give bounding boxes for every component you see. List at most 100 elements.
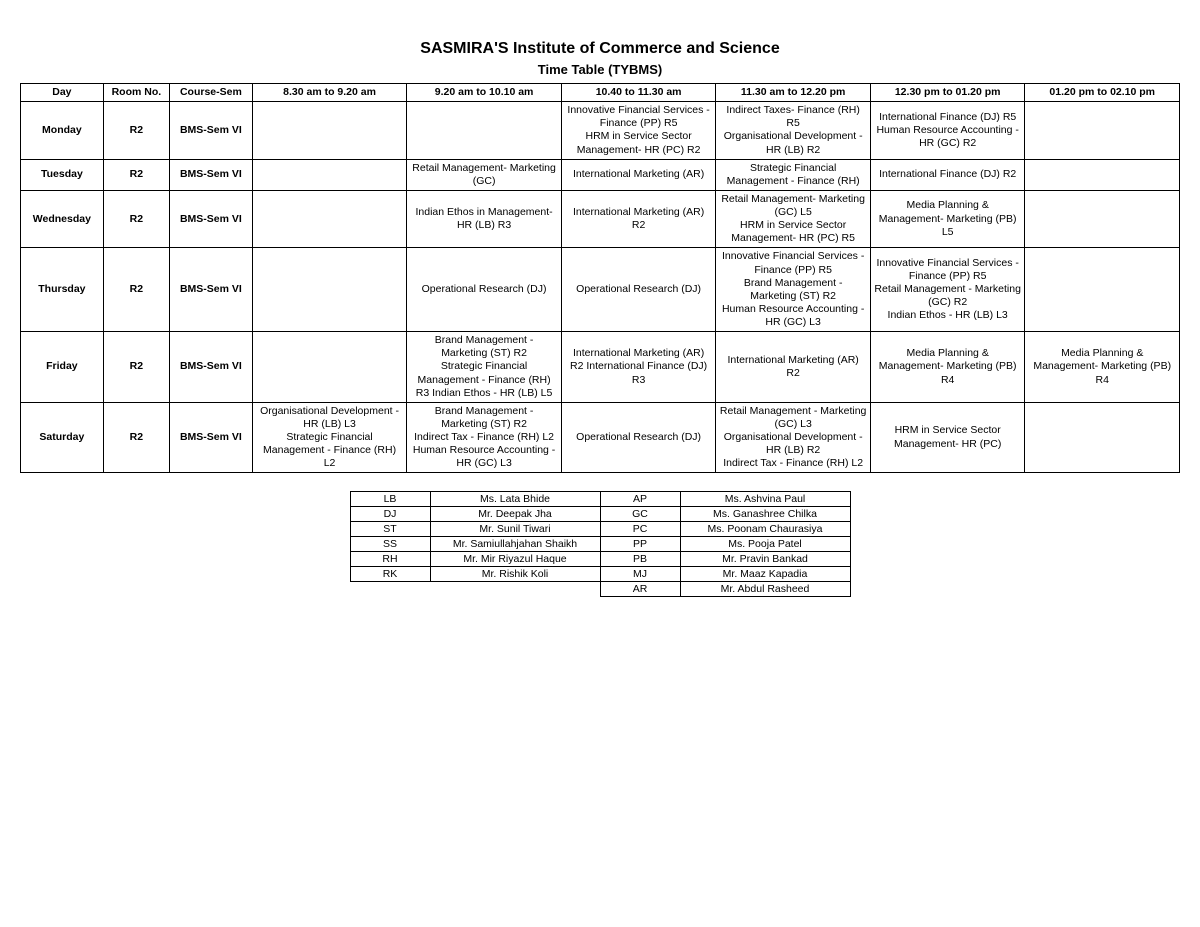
legend-cell: Mr. Pravin Bankad	[680, 552, 850, 567]
legend-cell: Mr. Deepak Jha	[430, 507, 600, 522]
legend-cell: Ms. Poonam Chaurasiya	[680, 522, 850, 537]
col-course: Course-Sem	[170, 84, 253, 102]
legend-row: RKMr. Rishik KoliMJMr. Maaz Kapadia	[350, 567, 850, 582]
legend-cell: AR	[600, 582, 680, 597]
legend-cell: MJ	[600, 567, 680, 582]
cell-course: BMS-Sem VI	[170, 102, 253, 160]
cell-course: BMS-Sem VI	[170, 402, 253, 473]
cell-slot	[252, 102, 407, 160]
cell-slot: Media Planning & Management- Marketing (…	[870, 190, 1025, 248]
cell-slot: Media Planning & Management- Marketing (…	[870, 332, 1025, 403]
cell-course: BMS-Sem VI	[170, 248, 253, 332]
cell-slot: International Finance (DJ) R5Human Resou…	[870, 102, 1025, 160]
legend-row: SSMr. Samiullahjahan ShaikhPPMs. Pooja P…	[350, 537, 850, 552]
cell-slot	[252, 159, 407, 190]
legend-cell: Ms. Ashvina Paul	[680, 492, 850, 507]
legend-cell: ST	[350, 522, 430, 537]
cell-slot: Indian Ethos in Management- HR (LB) R3	[407, 190, 562, 248]
legend-cell: GC	[600, 507, 680, 522]
cell-slot: Media Planning & Management- Marketing (…	[1025, 332, 1180, 403]
cell-course: BMS-Sem VI	[170, 190, 253, 248]
cell-slot: Brand Management - Marketing (ST) R2Indi…	[407, 402, 562, 473]
cell-slot: International Marketing (AR) R2	[716, 332, 871, 403]
legend-cell: LB	[350, 492, 430, 507]
cell-slot: Organisational Development - HR (LB) L3S…	[252, 402, 407, 473]
legend-cell: SS	[350, 537, 430, 552]
cell-room: R2	[103, 190, 169, 248]
cell-slot: International Marketing (AR) R2	[561, 190, 716, 248]
cell-slot: International Marketing (AR) R2 Internat…	[561, 332, 716, 403]
cell-slot	[1025, 159, 1180, 190]
cell-slot: Innovative Financial Services - Finance …	[561, 102, 716, 160]
cell-slot: International Marketing (AR)	[561, 159, 716, 190]
legend-row: STMr. Sunil TiwariPCMs. Poonam Chaurasiy…	[350, 522, 850, 537]
cell-room: R2	[103, 332, 169, 403]
cell-slot	[252, 332, 407, 403]
col-slot-5: 12.30 pm to 01.20 pm	[870, 84, 1025, 102]
table-row: SaturdayR2BMS-Sem VIOrganisational Devel…	[21, 402, 1180, 473]
legend-cell: Ms. Lata Bhide	[430, 492, 600, 507]
cell-slot: Operational Research (DJ)	[407, 248, 562, 332]
legend-cell	[350, 582, 430, 597]
table-row: MondayR2BMS-Sem VI Innovative Financial S…	[21, 102, 1180, 160]
legend-cell: Mr. Rishik Koli	[430, 567, 600, 582]
cell-slot	[1025, 402, 1180, 473]
table-row: ThursdayR2BMS-Sem VI Operational Research…	[21, 248, 1180, 332]
legend-row: ARMr. Abdul Rasheed	[350, 582, 850, 597]
cell-slot: Operational Research (DJ)	[561, 248, 716, 332]
legend-cell: Mr. Sunil Tiwari	[430, 522, 600, 537]
table-row: WednesdayR2BMS-Sem VI Indian Ethos in Man…	[21, 190, 1180, 248]
cell-slot	[1025, 102, 1180, 160]
cell-course: BMS-Sem VI	[170, 332, 253, 403]
cell-room: R2	[103, 402, 169, 473]
cell-slot: Innovative Financial Services - Finance …	[870, 248, 1025, 332]
cell-day: Monday	[21, 102, 104, 160]
cell-day: Friday	[21, 332, 104, 403]
cell-slot	[252, 248, 407, 332]
cell-day: Tuesday	[21, 159, 104, 190]
col-day: Day	[21, 84, 104, 102]
col-slot-4: 11.30 am to 12.20 pm	[716, 84, 871, 102]
col-room: Room No.	[103, 84, 169, 102]
legend-table: LBMs. Lata BhideAPMs. Ashvina PaulDJMr. …	[350, 491, 851, 597]
legend-cell: PB	[600, 552, 680, 567]
cell-slot: Indirect Taxes- Finance (RH) R5Organisat…	[716, 102, 871, 160]
legend-cell: DJ	[350, 507, 430, 522]
cell-room: R2	[103, 159, 169, 190]
col-slot-2: 9.20 am to 10.10 am	[407, 84, 562, 102]
cell-slot: Retail Management- Marketing (GC)	[407, 159, 562, 190]
table-row: FridayR2BMS-Sem VI Brand Management - Mar…	[21, 332, 1180, 403]
legend-cell: Mr. Samiullahjahan Shaikh	[430, 537, 600, 552]
cell-slot: International Finance (DJ) R2	[870, 159, 1025, 190]
cell-day: Wednesday	[21, 190, 104, 248]
legend-cell: AP	[600, 492, 680, 507]
cell-day: Saturday	[21, 402, 104, 473]
cell-slot: Retail Management - Marketing (GC) L3Org…	[716, 402, 871, 473]
cell-slot: Brand Management - Marketing (ST) R2Stra…	[407, 332, 562, 403]
cell-day: Thursday	[21, 248, 104, 332]
legend-cell: Mr. Abdul Rasheed	[680, 582, 850, 597]
legend-row: DJMr. Deepak JhaGCMs. Ganashree Chilka	[350, 507, 850, 522]
legend-row: RHMr. Mir Riyazul HaquePBMr. Pravin Bank…	[350, 552, 850, 567]
legend-cell: Ms. Ganashree Chilka	[680, 507, 850, 522]
cell-slot	[407, 102, 562, 160]
page-subtitle: Time Table (TYBMS)	[20, 62, 1180, 77]
timetable: Day Room No. Course-Sem 8.30 am to 9.20 …	[20, 83, 1180, 473]
legend-cell: Ms. Pooja Patel	[680, 537, 850, 552]
cell-slot: Strategic Financial Management - Finance…	[716, 159, 871, 190]
col-slot-1: 8.30 am to 9.20 am	[252, 84, 407, 102]
legend-row: LBMs. Lata BhideAPMs. Ashvina Paul	[350, 492, 850, 507]
cell-slot: Operational Research (DJ)	[561, 402, 716, 473]
legend-cell: Mr. Mir Riyazul Haque	[430, 552, 600, 567]
cell-room: R2	[103, 248, 169, 332]
cell-slot: Retail Management- Marketing (GC) L5HRM …	[716, 190, 871, 248]
cell-room: R2	[103, 102, 169, 160]
legend-cell: PP	[600, 537, 680, 552]
page-title: SASMIRA'S Institute of Commerce and Scie…	[20, 40, 1180, 58]
timetable-header-row: Day Room No. Course-Sem 8.30 am to 9.20 …	[21, 84, 1180, 102]
table-row: TuesdayR2BMS-Sem VIRetail Management- Ma…	[21, 159, 1180, 190]
cell-slot: Innovative Financial Services - Finance …	[716, 248, 871, 332]
legend-cell	[430, 582, 600, 597]
cell-slot	[252, 190, 407, 248]
col-slot-3: 10.40 to 11.30 am	[561, 84, 716, 102]
